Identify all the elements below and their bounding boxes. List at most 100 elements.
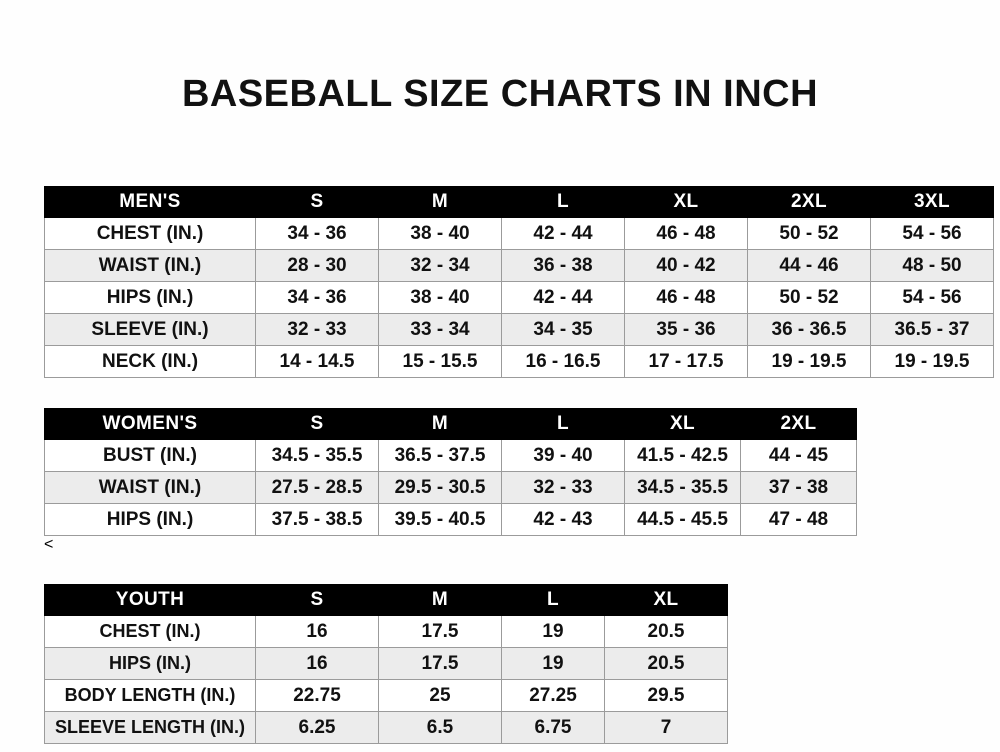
table-row: WAIST (IN.) 27.5 - 28.5 29.5 - 30.5 32 -… [44,471,857,504]
table-row: SLEEVE LENGTH (IN.) 6.25 6.5 6.75 7 [44,711,728,744]
measurement-cell: 37.5 - 38.5 [255,503,379,536]
measurement-cell: 54 - 56 [870,217,994,250]
measurement-cell: 19 [501,647,605,680]
row-label: SLEEVE LENGTH (IN.) [44,711,256,744]
womens-size-table: WOMEN'S S M L XL 2XL BUST (IN.) 34.5 - 3… [44,408,857,536]
measurement-cell: 19 - 19.5 [747,345,871,378]
measurement-cell: 32 - 34 [378,249,502,282]
measurement-cell: 20.5 [604,615,728,648]
measurement-cell: 16 [255,647,379,680]
measurement-cell: 27.5 - 28.5 [255,471,379,504]
measurement-cell: 29.5 - 30.5 [378,471,502,504]
measurement-cell: 6.5 [378,711,502,744]
measurement-cell: 34 - 35 [501,313,625,346]
measurement-cell: 15 - 15.5 [378,345,502,378]
row-label: WAIST (IN.) [44,471,256,504]
table-row: BODY LENGTH (IN.) 22.75 25 27.25 29.5 [44,679,728,712]
measurement-cell: 42 - 44 [501,281,625,314]
header-cell-m: M [378,408,502,440]
measurement-cell: 50 - 52 [747,281,871,314]
measurement-cell: 19 - 19.5 [870,345,994,378]
measurement-cell: 19 [501,615,605,648]
measurement-cell: 35 - 36 [624,313,748,346]
table-row: CHEST (IN.) 34 - 36 38 - 40 42 - 44 46 -… [44,217,994,250]
measurement-cell: 6.25 [255,711,379,744]
table-row: HIPS (IN.) 16 17.5 19 20.5 [44,647,728,680]
header-cell-l: L [501,186,625,218]
table-row: WAIST (IN.) 28 - 30 32 - 34 36 - 38 40 -… [44,249,994,282]
measurement-cell: 47 - 48 [740,503,857,536]
table-row: SLEEVE (IN.) 32 - 33 33 - 34 34 - 35 35 … [44,313,994,346]
header-cell-2xl: 2XL [747,186,871,218]
row-label: CHEST (IN.) [44,217,256,250]
header-cell-xl: XL [624,186,748,218]
row-label: CHEST (IN.) [44,615,256,648]
header-cell-s: S [255,584,379,616]
header-cell-xl: XL [624,408,741,440]
measurement-cell: 27.25 [501,679,605,712]
header-cell-m: M [378,584,502,616]
row-label: HIPS (IN.) [44,647,256,680]
measurement-cell: 34 - 36 [255,217,379,250]
measurement-cell: 33 - 34 [378,313,502,346]
row-label: BUST (IN.) [44,439,256,472]
measurement-cell: 38 - 40 [378,281,502,314]
table-header-row: YOUTH S M L XL [44,584,728,616]
measurement-cell: 34.5 - 35.5 [624,471,741,504]
measurement-cell: 39.5 - 40.5 [378,503,502,536]
measurement-cell: 29.5 [604,679,728,712]
table-header-row: MEN'S S M L XL 2XL 3XL [44,186,994,218]
header-cell-3xl: 3XL [870,186,994,218]
page-title: BASEBALL SIZE CHARTS IN INCH [181,73,819,115]
measurement-cell: 42 - 43 [501,503,625,536]
measurement-cell: 36.5 - 37.5 [378,439,502,472]
measurement-cell: 36.5 - 37 [870,313,994,346]
row-label: WAIST (IN.) [44,249,256,282]
table-row: HIPS (IN.) 37.5 - 38.5 39.5 - 40.5 42 - … [44,503,857,536]
measurement-cell: 37 - 38 [740,471,857,504]
measurement-cell: 32 - 33 [501,471,625,504]
measurement-cell: 34.5 - 35.5 [255,439,379,472]
measurement-cell: 38 - 40 [378,217,502,250]
measurement-cell: 46 - 48 [624,217,748,250]
measurement-cell: 32 - 33 [255,313,379,346]
measurement-cell: 14 - 14.5 [255,345,379,378]
measurement-cell: 22.75 [255,679,379,712]
measurement-cell: 17.5 [378,615,502,648]
measurement-cell: 28 - 30 [255,249,379,282]
measurement-cell: 20.5 [604,647,728,680]
measurement-cell: 42 - 44 [501,217,625,250]
row-label: SLEEVE (IN.) [44,313,256,346]
row-label: NECK (IN.) [44,345,256,378]
header-cell-l: L [501,584,605,616]
measurement-cell: 17.5 [378,647,502,680]
measurement-cell: 39 - 40 [501,439,625,472]
measurement-cell: 6.75 [501,711,605,744]
measurement-cell: 36 - 38 [501,249,625,282]
measurement-cell: 16 [255,615,379,648]
measurement-cell: 16 - 16.5 [501,345,625,378]
row-label: HIPS (IN.) [44,503,256,536]
table-header-row: WOMEN'S S M L XL 2XL [44,408,857,440]
header-cell-category: MEN'S [44,186,256,218]
header-cell-xl: XL [604,584,728,616]
measurement-cell: 48 - 50 [870,249,994,282]
size-tables-container: MEN'S S M L XL 2XL 3XL CHEST (IN.) 34 - … [44,186,994,744]
youth-size-table: YOUTH S M L XL CHEST (IN.) 16 17.5 19 20… [44,584,728,744]
measurement-cell: 36 - 36.5 [747,313,871,346]
measurement-cell: 41.5 - 42.5 [624,439,741,472]
header-cell-category: WOMEN'S [44,408,256,440]
table-row: BUST (IN.) 34.5 - 35.5 36.5 - 37.5 39 - … [44,439,857,472]
measurement-cell: 44.5 - 45.5 [624,503,741,536]
measurement-cell: 25 [378,679,502,712]
header-cell-s: S [255,408,379,440]
header-cell-2xl: 2XL [740,408,857,440]
measurement-cell: 17 - 17.5 [624,345,748,378]
measurement-cell: 34 - 36 [255,281,379,314]
table-row: NECK (IN.) 14 - 14.5 15 - 15.5 16 - 16.5… [44,345,994,378]
measurement-cell: 44 - 45 [740,439,857,472]
measurement-cell: 50 - 52 [747,217,871,250]
row-label: HIPS (IN.) [44,281,256,314]
mens-size-table: MEN'S S M L XL 2XL 3XL CHEST (IN.) 34 - … [44,186,994,378]
